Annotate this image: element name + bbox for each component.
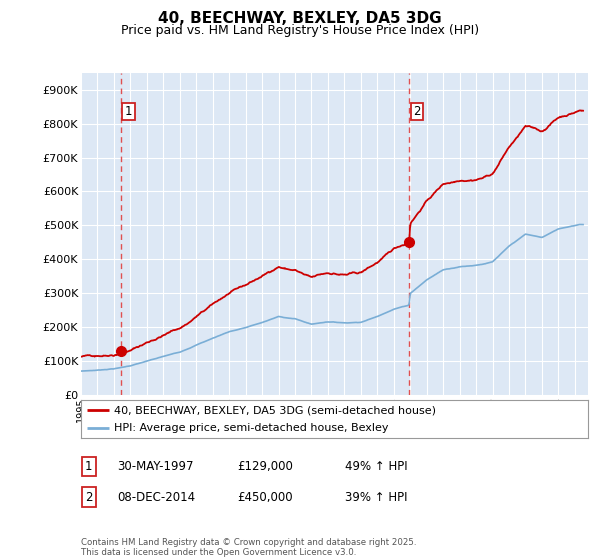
- Text: 2: 2: [85, 491, 92, 504]
- Text: 1: 1: [85, 460, 92, 473]
- Text: 08-DEC-2014: 08-DEC-2014: [117, 491, 195, 504]
- Text: Price paid vs. HM Land Registry's House Price Index (HPI): Price paid vs. HM Land Registry's House …: [121, 24, 479, 36]
- Text: 40, BEECHWAY, BEXLEY, DA5 3DG: 40, BEECHWAY, BEXLEY, DA5 3DG: [158, 11, 442, 26]
- Text: 39% ↑ HPI: 39% ↑ HPI: [345, 491, 407, 504]
- Text: 30-MAY-1997: 30-MAY-1997: [117, 460, 193, 473]
- Text: 40, BEECHWAY, BEXLEY, DA5 3DG (semi-detached house): 40, BEECHWAY, BEXLEY, DA5 3DG (semi-deta…: [114, 405, 436, 415]
- Text: £129,000: £129,000: [237, 460, 293, 473]
- Text: 1: 1: [125, 105, 132, 118]
- Text: 49% ↑ HPI: 49% ↑ HPI: [345, 460, 407, 473]
- Text: 2: 2: [413, 105, 421, 118]
- Text: HPI: Average price, semi-detached house, Bexley: HPI: Average price, semi-detached house,…: [114, 423, 388, 433]
- Text: Contains HM Land Registry data © Crown copyright and database right 2025.
This d: Contains HM Land Registry data © Crown c…: [81, 538, 416, 557]
- Text: £450,000: £450,000: [237, 491, 293, 504]
